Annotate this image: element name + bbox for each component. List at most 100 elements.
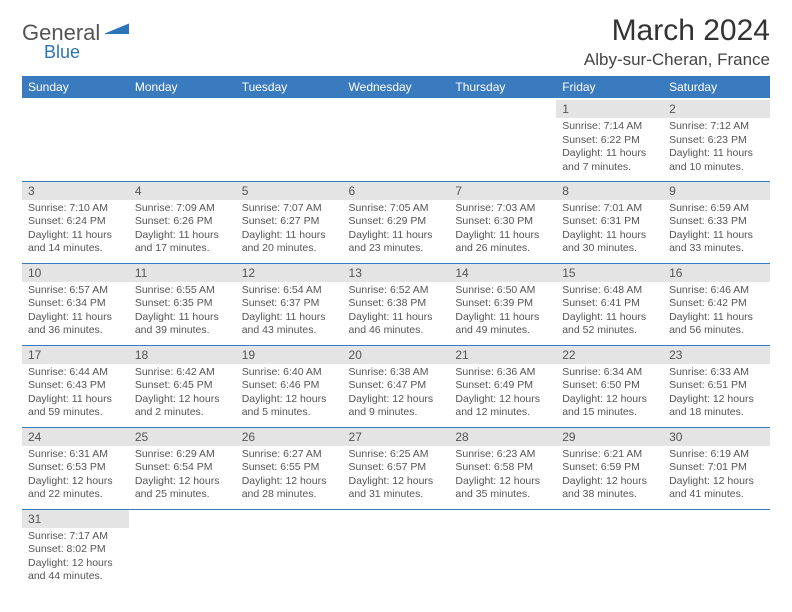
sunrise-line: Sunrise: 6:27 AM: [242, 448, 337, 462]
daylight-line: Daylight: 11 hours and 33 minutes.: [669, 229, 764, 256]
daylight-line: Daylight: 12 hours and 2 minutes.: [135, 393, 230, 420]
sunset-line: Sunset: 6:46 PM: [242, 379, 337, 393]
calendar-cell: [343, 99, 450, 181]
calendar-cell: 26Sunrise: 6:27 AMSunset: 6:55 PMDayligh…: [236, 427, 343, 509]
day-number: 7: [449, 182, 556, 200]
sunrise-line: Sunrise: 7:09 AM: [135, 202, 230, 216]
daylight-line: Daylight: 12 hours and 41 minutes.: [669, 475, 764, 502]
calendar-week: 1Sunrise: 7:14 AMSunset: 6:22 PMDaylight…: [22, 99, 770, 181]
sunset-line: Sunset: 6:39 PM: [455, 297, 550, 311]
day-number: 24: [22, 428, 129, 446]
calendar-cell: 2Sunrise: 7:12 AMSunset: 6:23 PMDaylight…: [663, 99, 770, 181]
sunset-line: Sunset: 6:51 PM: [669, 379, 764, 393]
sunrise-line: Sunrise: 6:55 AM: [135, 284, 230, 298]
logo-text: General Blue: [22, 20, 131, 63]
daylight-line: Daylight: 11 hours and 17 minutes.: [135, 229, 230, 256]
sunset-line: Sunset: 6:42 PM: [669, 297, 764, 311]
day-number: 17: [22, 346, 129, 364]
day-header: Monday: [129, 76, 236, 99]
sunset-line: Sunset: 7:01 PM: [669, 461, 764, 475]
calendar-cell: 17Sunrise: 6:44 AMSunset: 6:43 PMDayligh…: [22, 345, 129, 427]
day-details: Sunrise: 6:34 AMSunset: 6:50 PMDaylight:…: [556, 364, 663, 424]
day-number: 21: [449, 346, 556, 364]
calendar-cell: [449, 99, 556, 181]
sunset-line: Sunset: 6:55 PM: [242, 461, 337, 475]
day-number: 20: [343, 346, 450, 364]
day-details: Sunrise: 7:14 AMSunset: 6:22 PMDaylight:…: [556, 118, 663, 178]
daylight-line: Daylight: 11 hours and 49 minutes.: [455, 311, 550, 338]
sunrise-line: Sunrise: 6:21 AM: [562, 448, 657, 462]
calendar-cell: 16Sunrise: 6:46 AMSunset: 6:42 PMDayligh…: [663, 263, 770, 345]
day-header: Friday: [556, 76, 663, 99]
day-number: 25: [129, 428, 236, 446]
calendar-cell: 7Sunrise: 7:03 AMSunset: 6:30 PMDaylight…: [449, 181, 556, 263]
day-number: 13: [343, 264, 450, 282]
calendar-cell: 19Sunrise: 6:40 AMSunset: 6:46 PMDayligh…: [236, 345, 343, 427]
sunrise-line: Sunrise: 6:38 AM: [349, 366, 444, 380]
day-number: 1: [556, 100, 663, 118]
day-header: Tuesday: [236, 76, 343, 99]
daylight-line: Daylight: 11 hours and 56 minutes.: [669, 311, 764, 338]
calendar-cell: [236, 509, 343, 591]
daylight-line: Daylight: 12 hours and 15 minutes.: [562, 393, 657, 420]
day-number: 6: [343, 182, 450, 200]
day-number: 28: [449, 428, 556, 446]
daylight-line: Daylight: 12 hours and 9 minutes.: [349, 393, 444, 420]
location: Alby-sur-Cheran, France: [584, 50, 770, 70]
day-number: 4: [129, 182, 236, 200]
daylight-line: Daylight: 11 hours and 23 minutes.: [349, 229, 444, 256]
day-header: Wednesday: [343, 76, 450, 99]
day-details: Sunrise: 6:23 AMSunset: 6:58 PMDaylight:…: [449, 446, 556, 506]
daylight-line: Daylight: 12 hours and 22 minutes.: [28, 475, 123, 502]
sunrise-line: Sunrise: 6:59 AM: [669, 202, 764, 216]
calendar-week: 17Sunrise: 6:44 AMSunset: 6:43 PMDayligh…: [22, 345, 770, 427]
sunset-line: Sunset: 6:54 PM: [135, 461, 230, 475]
sunset-line: Sunset: 6:49 PM: [455, 379, 550, 393]
day-number: 9: [663, 182, 770, 200]
calendar-cell: [663, 509, 770, 591]
sunset-line: Sunset: 6:59 PM: [562, 461, 657, 475]
calendar-cell: 6Sunrise: 7:05 AMSunset: 6:29 PMDaylight…: [343, 181, 450, 263]
day-number: 15: [556, 264, 663, 282]
daylight-line: Daylight: 12 hours and 38 minutes.: [562, 475, 657, 502]
sunrise-line: Sunrise: 7:17 AM: [28, 530, 123, 544]
sunrise-line: Sunrise: 6:33 AM: [669, 366, 764, 380]
daylight-line: Daylight: 12 hours and 44 minutes.: [28, 557, 123, 584]
day-details: Sunrise: 6:55 AMSunset: 6:35 PMDaylight:…: [129, 282, 236, 342]
day-details: Sunrise: 6:40 AMSunset: 6:46 PMDaylight:…: [236, 364, 343, 424]
day-details: Sunrise: 6:25 AMSunset: 6:57 PMDaylight:…: [343, 446, 450, 506]
calendar-cell: 29Sunrise: 6:21 AMSunset: 6:59 PMDayligh…: [556, 427, 663, 509]
daylight-line: Daylight: 12 hours and 5 minutes.: [242, 393, 337, 420]
day-number: 18: [129, 346, 236, 364]
sunrise-line: Sunrise: 7:01 AM: [562, 202, 657, 216]
day-details: Sunrise: 6:29 AMSunset: 6:54 PMDaylight:…: [129, 446, 236, 506]
sunrise-line: Sunrise: 6:34 AM: [562, 366, 657, 380]
day-header: Thursday: [449, 76, 556, 99]
logo-flag-icon: [103, 20, 131, 40]
day-details: Sunrise: 6:52 AMSunset: 6:38 PMDaylight:…: [343, 282, 450, 342]
calendar-cell: 30Sunrise: 6:19 AMSunset: 7:01 PMDayligh…: [663, 427, 770, 509]
day-details: Sunrise: 6:44 AMSunset: 6:43 PMDaylight:…: [22, 364, 129, 424]
calendar-cell: [556, 509, 663, 591]
daylight-line: Daylight: 11 hours and 30 minutes.: [562, 229, 657, 256]
logo: General Blue: [22, 20, 131, 63]
calendar-cell: 8Sunrise: 7:01 AMSunset: 6:31 PMDaylight…: [556, 181, 663, 263]
sunrise-line: Sunrise: 7:05 AM: [349, 202, 444, 216]
sunset-line: Sunset: 6:26 PM: [135, 215, 230, 229]
calendar-cell: 12Sunrise: 6:54 AMSunset: 6:37 PMDayligh…: [236, 263, 343, 345]
day-details: Sunrise: 6:21 AMSunset: 6:59 PMDaylight:…: [556, 446, 663, 506]
calendar-week: 3Sunrise: 7:10 AMSunset: 6:24 PMDaylight…: [22, 181, 770, 263]
sunrise-line: Sunrise: 6:57 AM: [28, 284, 123, 298]
calendar: SundayMondayTuesdayWednesdayThursdayFrid…: [22, 76, 770, 591]
day-details: Sunrise: 6:27 AMSunset: 6:55 PMDaylight:…: [236, 446, 343, 506]
calendar-cell: 25Sunrise: 6:29 AMSunset: 6:54 PMDayligh…: [129, 427, 236, 509]
day-details: Sunrise: 6:46 AMSunset: 6:42 PMDaylight:…: [663, 282, 770, 342]
daylight-line: Daylight: 11 hours and 46 minutes.: [349, 311, 444, 338]
daylight-line: Daylight: 11 hours and 52 minutes.: [562, 311, 657, 338]
sunset-line: Sunset: 6:34 PM: [28, 297, 123, 311]
calendar-cell: 27Sunrise: 6:25 AMSunset: 6:57 PMDayligh…: [343, 427, 450, 509]
day-details: Sunrise: 6:54 AMSunset: 6:37 PMDaylight:…: [236, 282, 343, 342]
day-header: Saturday: [663, 76, 770, 99]
calendar-cell: [22, 99, 129, 181]
sunrise-line: Sunrise: 6:42 AM: [135, 366, 230, 380]
